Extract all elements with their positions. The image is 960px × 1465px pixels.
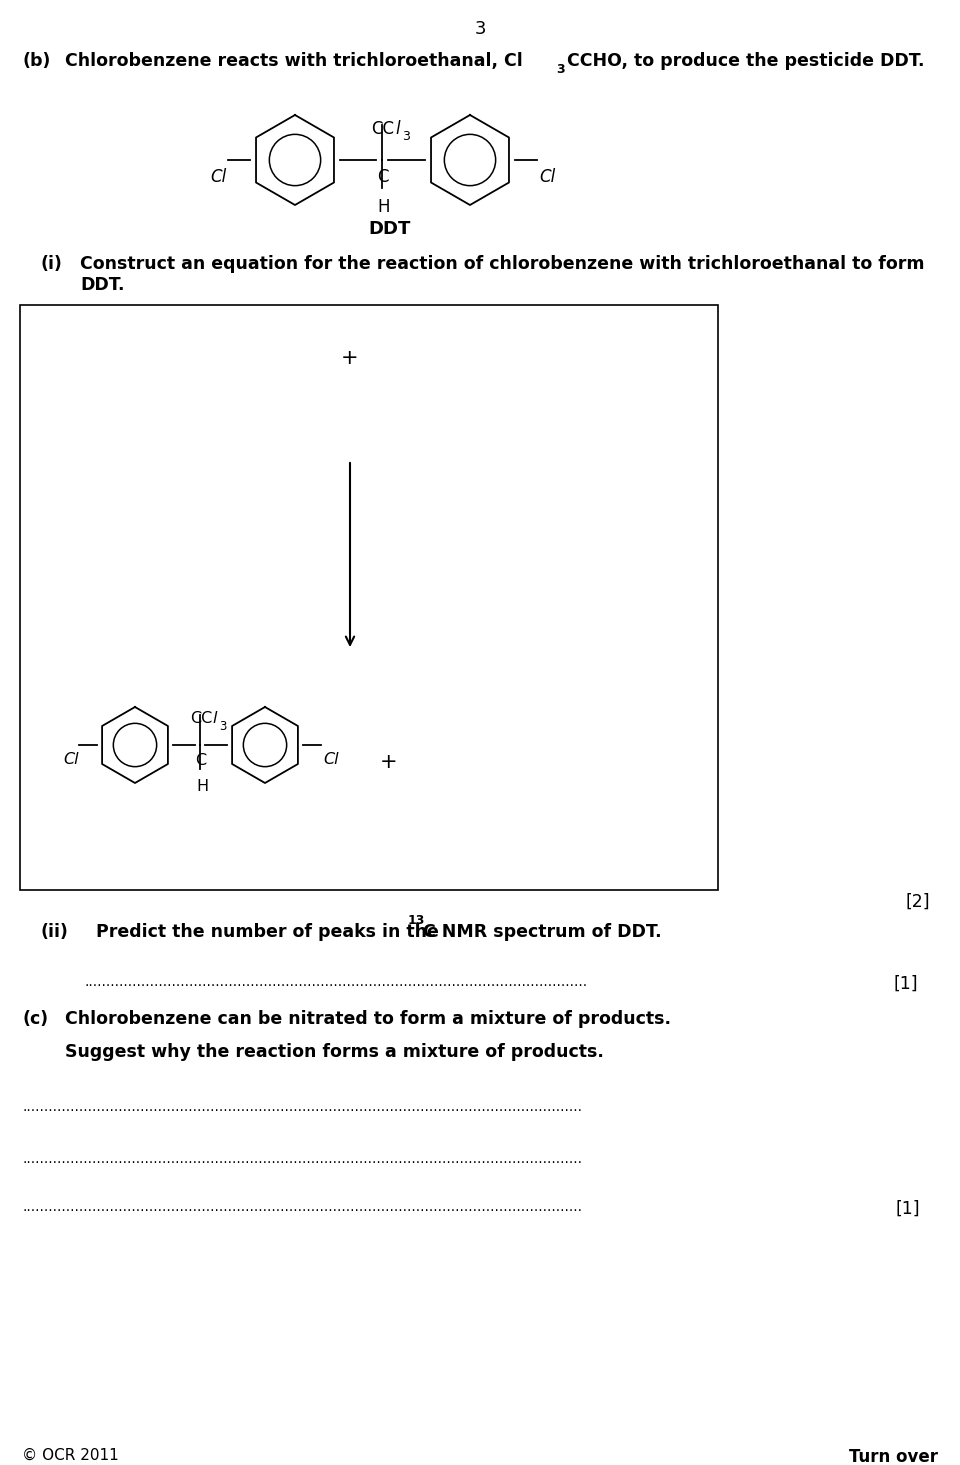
- Text: [1]: [1]: [894, 976, 918, 993]
- Text: [1]: [1]: [896, 1200, 920, 1217]
- Text: l: l: [395, 120, 399, 138]
- Text: ................................................................................: ........................................…: [22, 1100, 582, 1113]
- Text: ................................................................................: ........................................…: [22, 1151, 582, 1166]
- Text: CC: CC: [371, 120, 394, 138]
- Text: l: l: [212, 711, 217, 727]
- Text: Cl: Cl: [210, 168, 227, 186]
- Text: Chlorobenzene reacts with trichloroethanal, Cl: Chlorobenzene reacts with trichloroethan…: [65, 51, 523, 70]
- Text: +: +: [341, 349, 359, 368]
- Text: Predict the number of peaks in the: Predict the number of peaks in the: [96, 923, 444, 941]
- Text: Construct an equation for the reaction of chlorobenzene with trichloroethanal to: Construct an equation for the reaction o…: [80, 255, 924, 272]
- Text: (b): (b): [22, 51, 50, 70]
- Text: Cl: Cl: [539, 168, 555, 186]
- Text: Turn over: Turn over: [849, 1447, 938, 1465]
- Text: (ii): (ii): [40, 923, 68, 941]
- Text: 3: 3: [474, 21, 486, 38]
- Text: +: +: [380, 752, 397, 772]
- Text: 3: 3: [556, 63, 564, 76]
- Text: C NMR spectrum of DDT.: C NMR spectrum of DDT.: [423, 923, 661, 941]
- Text: DDT.: DDT.: [80, 275, 125, 294]
- Text: [2]: [2]: [905, 894, 930, 911]
- Text: CC: CC: [190, 711, 212, 727]
- Text: DDT: DDT: [368, 220, 410, 237]
- Text: H: H: [377, 198, 390, 215]
- Text: Cl: Cl: [63, 752, 79, 768]
- Text: ................................................................................: ........................................…: [85, 976, 588, 989]
- Text: Chlorobenzene can be nitrated to form a mixture of products.: Chlorobenzene can be nitrated to form a …: [65, 1009, 671, 1028]
- Text: (i): (i): [40, 255, 61, 272]
- Text: Cl: Cl: [323, 752, 339, 768]
- Text: CCHO, to produce the pesticide DDT.: CCHO, to produce the pesticide DDT.: [567, 51, 924, 70]
- Text: 3: 3: [219, 719, 227, 732]
- Text: © OCR 2011: © OCR 2011: [22, 1447, 119, 1464]
- Text: 3: 3: [402, 130, 410, 144]
- Text: H: H: [196, 779, 208, 794]
- Text: ................................................................................: ........................................…: [22, 1200, 582, 1214]
- Text: C: C: [377, 168, 389, 186]
- Text: 13: 13: [408, 914, 425, 927]
- Text: Suggest why the reaction forms a mixture of products.: Suggest why the reaction forms a mixture…: [65, 1043, 604, 1061]
- Text: C: C: [195, 753, 206, 768]
- Text: (c): (c): [22, 1009, 48, 1028]
- Bar: [20, 305, 718, 891]
